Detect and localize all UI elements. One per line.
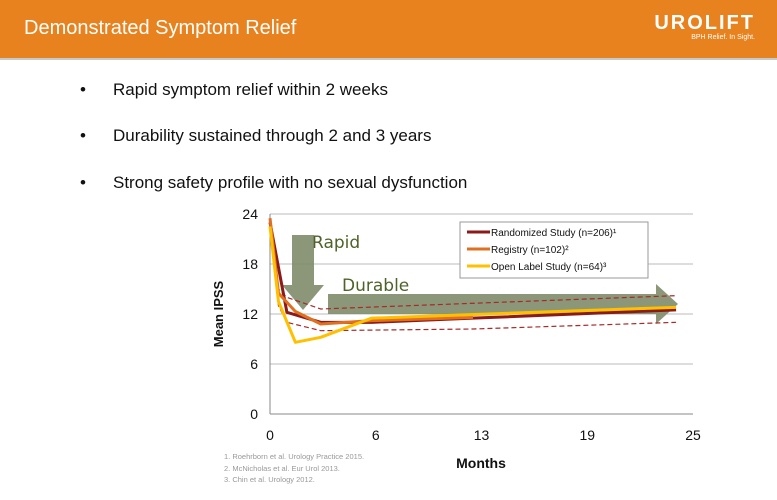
annotation-rapid: Rapid xyxy=(312,233,360,253)
footnote: 2. McNicholas et al. Eur Urol 2013. xyxy=(224,464,340,473)
annotation-durable: Durable xyxy=(342,276,409,296)
logo-tagline: BPH Relief. In Sight. xyxy=(691,34,755,41)
ci-lower-line xyxy=(269,222,677,332)
y-tick-label: 24 xyxy=(242,206,258,222)
footnote: 3. Chin et al. Urology 2012. xyxy=(224,475,315,484)
y-tick-label: 0 xyxy=(250,406,258,422)
slide-title: Demonstrated Symptom Relief xyxy=(24,17,297,39)
series-line-2 xyxy=(268,226,677,344)
x-tick-label: 0 xyxy=(266,427,274,443)
rapid-arrow xyxy=(282,235,324,310)
x-tick-label: 13 xyxy=(474,427,490,443)
footnote: 1. Roehrborn et al. Urology Practice 201… xyxy=(224,452,365,461)
x-tick-label: 19 xyxy=(579,427,595,443)
header-bar: Demonstrated Symptom Relief UROLIFT BPH … xyxy=(0,0,777,60)
legend-label: Registry (n=102)² xyxy=(491,245,569,256)
y-tick-label: 18 xyxy=(242,256,258,272)
urolift-logo: UROLIFT BPH Relief. In Sight. xyxy=(654,12,755,41)
y-tick-label: 6 xyxy=(250,356,258,372)
x-tick-label: 25 xyxy=(685,427,701,443)
legend-label: Open Label Study (n=64)³ xyxy=(491,262,607,273)
y-axis-label: Mean IPSS xyxy=(211,280,226,347)
x-axis-label: Months xyxy=(456,455,506,471)
y-tick-label: 12 xyxy=(242,306,258,322)
logo-wordmark: UROLIFT xyxy=(654,12,755,34)
legend-label: Randomized Study (n=206)¹ xyxy=(491,228,617,239)
legend-box xyxy=(459,221,649,279)
x-tick-label: 6 xyxy=(372,427,380,443)
